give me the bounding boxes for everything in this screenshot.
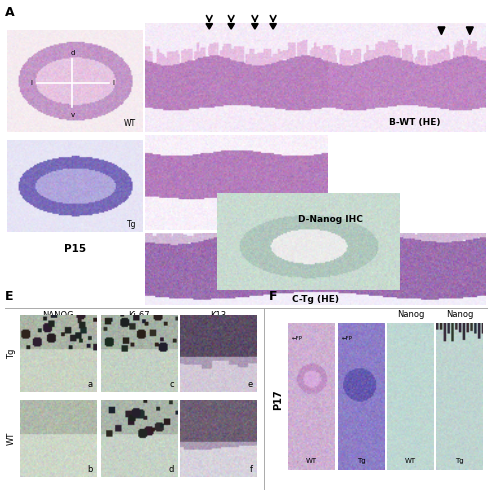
Polygon shape <box>228 24 235 29</box>
Text: WT: WT <box>6 432 16 446</box>
Text: Tg: Tg <box>357 458 365 464</box>
Text: l: l <box>112 80 114 86</box>
Text: l: l <box>31 80 33 86</box>
Text: B-WT (HE): B-WT (HE) <box>389 118 440 127</box>
Text: d: d <box>70 50 74 56</box>
Text: Tg: Tg <box>456 458 464 464</box>
Text: c: c <box>169 380 174 390</box>
Text: f: f <box>249 466 252 474</box>
Polygon shape <box>270 24 277 29</box>
Text: v: v <box>70 112 74 118</box>
Text: d: d <box>168 466 174 474</box>
Text: P15: P15 <box>64 244 86 254</box>
Text: A: A <box>5 6 15 19</box>
Polygon shape <box>206 24 212 29</box>
Text: F: F <box>269 290 277 302</box>
Text: P17: P17 <box>274 390 283 410</box>
Text: D-Nanog IHC: D-Nanog IHC <box>298 216 362 224</box>
Text: K13: K13 <box>210 310 226 320</box>
Text: Tg: Tg <box>127 220 136 229</box>
Text: ←FP: ←FP <box>292 336 303 341</box>
Text: e: e <box>247 380 252 390</box>
Text: ←FP: ←FP <box>342 336 352 341</box>
Text: WT: WT <box>405 458 416 464</box>
Text: b: b <box>87 466 92 474</box>
Text: C-Tg (HE): C-Tg (HE) <box>292 294 339 304</box>
Polygon shape <box>438 27 445 34</box>
Text: Ki-67: Ki-67 <box>129 310 150 320</box>
Polygon shape <box>466 27 473 34</box>
Text: E: E <box>5 290 13 302</box>
Text: Nanog: Nanog <box>446 310 473 319</box>
Text: NANOG: NANOG <box>42 310 74 320</box>
Text: WT: WT <box>124 120 136 128</box>
Text: a: a <box>87 380 92 390</box>
Text: WT: WT <box>306 458 317 464</box>
Text: Tg: Tg <box>6 348 16 359</box>
Polygon shape <box>251 24 258 29</box>
Text: Nanog: Nanog <box>397 310 424 319</box>
